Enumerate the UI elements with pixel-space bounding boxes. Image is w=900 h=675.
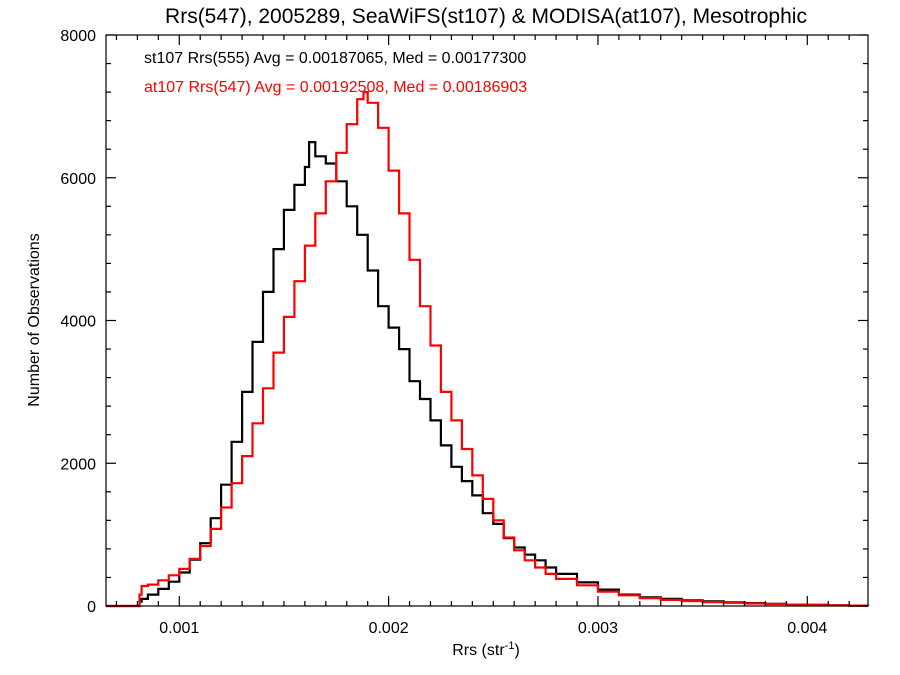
- x-tick-label: 0.002: [369, 620, 409, 637]
- x-tick-label: 0.003: [578, 620, 618, 637]
- series-layer: [106, 91, 870, 608]
- x-axis-title-superscript: -1: [505, 640, 515, 652]
- tick-layer: 0.001 0.002 0.003 0.004 0 2000 4000 6000 8000: [60, 28, 868, 637]
- x-axis-title: Rrs (str-1): [452, 640, 520, 659]
- x-tick-label: 0.004: [787, 620, 827, 637]
- legend-entry-seawifs: st107 Rrs(555) Avg = 0.00187065, Med = 0…: [144, 50, 526, 67]
- series-line-seawifs: [106, 141, 870, 608]
- plot-area: 0.001 0.002 0.003 0.004 0 2000 4000 6000 8000: [60, 28, 870, 637]
- x-axis-title-main: Rrs (str: [452, 642, 505, 659]
- x-tick-label: 0.001: [159, 620, 199, 637]
- legend-entry-modisa: at107 Rrs(547) Avg = 0.00192508, Med = 0…: [144, 79, 527, 96]
- y-tick-label: 4000: [60, 314, 96, 331]
- x-axis-title-close: ): [514, 642, 519, 659]
- y-axis-title: Number of Observations: [26, 233, 43, 406]
- chart-title: Rrs(547), 2005289, SeaWiFS(st107) & MODI…: [165, 5, 807, 28]
- y-tick-label: 8000: [60, 28, 96, 45]
- y-tick-label: 0: [87, 599, 96, 616]
- y-tick-label: 6000: [60, 171, 96, 188]
- series-line-modisa: [106, 91, 870, 608]
- y-tick-label: 2000: [60, 456, 96, 473]
